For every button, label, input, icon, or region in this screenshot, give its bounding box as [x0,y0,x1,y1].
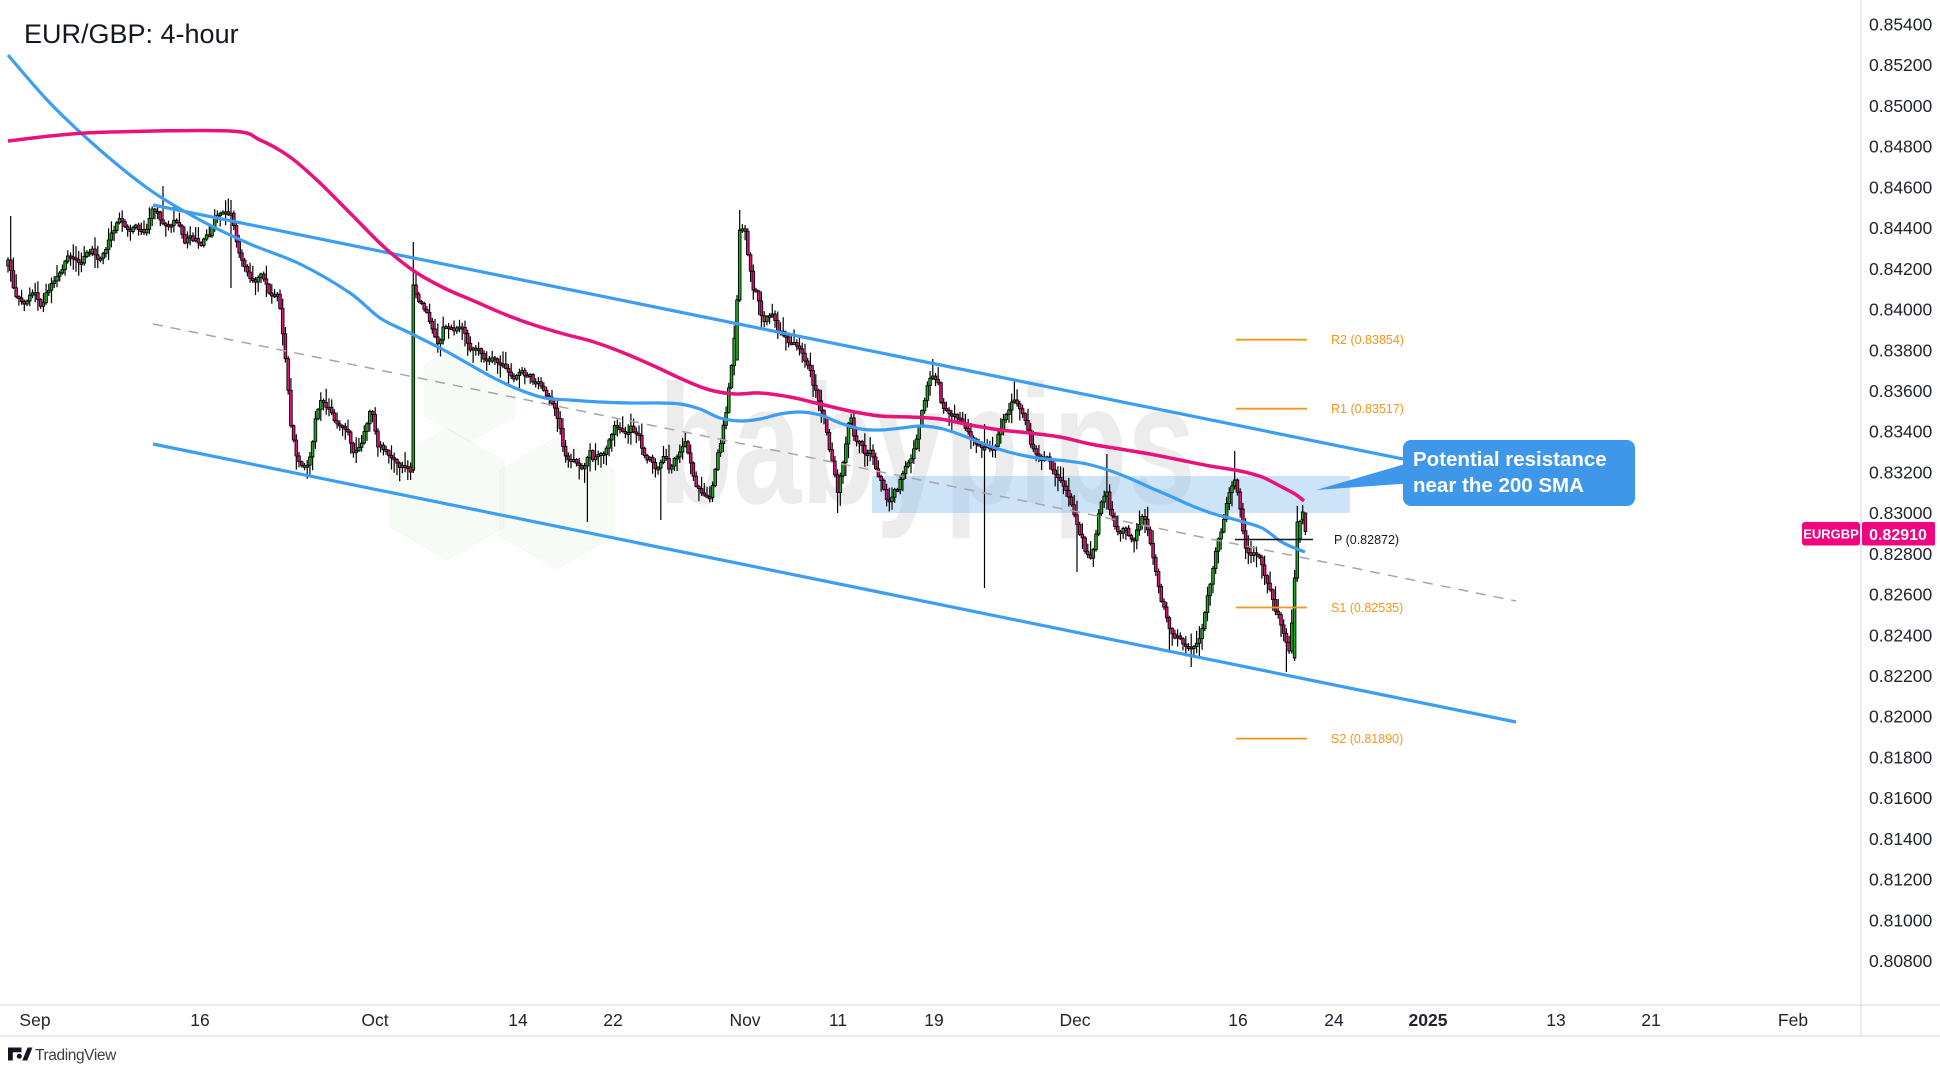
svg-text:19: 19 [924,1010,943,1030]
svg-text:R1 (0.83517): R1 (0.83517) [1331,402,1404,416]
svg-text:21: 21 [1641,1010,1660,1030]
svg-text:22: 22 [603,1010,622,1030]
svg-text:0.82400: 0.82400 [1869,625,1933,645]
svg-text:0.85200: 0.85200 [1869,55,1933,75]
svg-text:Oct: Oct [361,1010,388,1030]
svg-text:0.84800: 0.84800 [1869,137,1933,157]
svg-text:0.83600: 0.83600 [1869,381,1933,401]
svg-text:Dec: Dec [1059,1010,1090,1030]
svg-text:EUR/GBP: 4-hour: EUR/GBP: 4-hour [24,19,239,49]
svg-text:0.85400: 0.85400 [1869,15,1933,35]
svg-text:0.84600: 0.84600 [1869,177,1933,197]
svg-text:0.81800: 0.81800 [1869,748,1933,768]
svg-text:0.81400: 0.81400 [1869,829,1933,849]
svg-text:Feb: Feb [1778,1010,1808,1030]
svg-text:S2 (0.81890): S2 (0.81890) [1331,732,1403,746]
svg-text:Nov: Nov [729,1010,760,1030]
svg-text:0.83800: 0.83800 [1869,340,1933,360]
svg-text:0.81600: 0.81600 [1869,788,1933,808]
svg-text:11: 11 [829,1010,847,1030]
svg-text:0.84200: 0.84200 [1869,259,1933,279]
svg-text:EURGBP: EURGBP [1803,527,1859,542]
svg-text:0.82000: 0.82000 [1869,707,1933,727]
svg-text:0.83000: 0.83000 [1869,503,1933,523]
svg-text:TradingView: TradingView [35,1047,117,1064]
svg-text:0.81200: 0.81200 [1869,870,1933,890]
svg-text:14: 14 [508,1010,528,1030]
svg-text:16: 16 [1228,1010,1247,1030]
svg-text:Sep: Sep [19,1010,50,1030]
svg-text:0.81000: 0.81000 [1869,910,1933,930]
svg-text:R2 (0.83854): R2 (0.83854) [1331,333,1404,347]
svg-text:0.84400: 0.84400 [1869,218,1933,238]
svg-text:0.80800: 0.80800 [1869,951,1933,971]
svg-text:13: 13 [1546,1010,1565,1030]
svg-text:near the 200 SMA: near the 200 SMA [1413,474,1584,497]
svg-text:24: 24 [1324,1010,1344,1030]
svg-text:0.82910: 0.82910 [1869,527,1927,544]
svg-text:0.84000: 0.84000 [1869,300,1933,320]
svg-text:16: 16 [190,1010,209,1030]
svg-text:P (0.82872): P (0.82872) [1334,533,1399,547]
svg-text:2025: 2025 [1409,1010,1448,1030]
svg-text:0.82600: 0.82600 [1869,585,1933,605]
svg-text:0.83200: 0.83200 [1869,462,1933,482]
svg-text:0.85000: 0.85000 [1869,96,1933,116]
svg-text:S1 (0.82535): S1 (0.82535) [1331,601,1403,615]
svg-text:Potential resistance: Potential resistance [1413,448,1607,471]
svg-text:0.82200: 0.82200 [1869,666,1933,686]
svg-text:0.83400: 0.83400 [1869,422,1933,442]
svg-text:0.82800: 0.82800 [1869,544,1933,564]
